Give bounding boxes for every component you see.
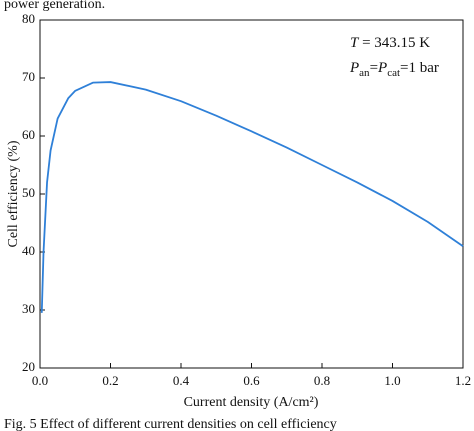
y-tick-label: 60 (22, 127, 35, 142)
x-tick-label: 1.0 (384, 373, 400, 388)
annotation-part: T (350, 35, 360, 51)
y-tick-label: 20 (22, 359, 35, 374)
x-tick-label: 0.2 (102, 373, 118, 388)
y-tick-label: 30 (22, 301, 35, 316)
annotation-part: = 343.15 K (358, 35, 430, 51)
annotation-part: = (370, 60, 378, 76)
y-tick-label: 70 (22, 69, 35, 84)
y-axis-title: Cell efficiency (%) (6, 140, 21, 247)
annotation-part: =1 bar (400, 60, 439, 76)
annotation: T = 343.15 K (350, 35, 430, 51)
x-tick-label: 1.2 (455, 373, 471, 388)
x-axis-title: Current density (A/cm²) (184, 395, 319, 410)
annotation-part: P (377, 60, 387, 76)
annotation-part: cat (387, 67, 400, 79)
annotation: Pan=Pcat=1 bar (349, 60, 439, 78)
x-tick-label: 0.4 (173, 373, 190, 388)
annotation-part: P (349, 60, 359, 76)
annotation-part: an (359, 67, 370, 79)
caption: Fig. 5 Effect of different current densi… (4, 417, 337, 431)
x-tick-label: 0.0 (32, 373, 48, 388)
text-above: power generation. (4, 0, 105, 12)
y-tick-label: 40 (22, 243, 35, 258)
y-tick-label: 80 (22, 11, 35, 26)
x-tick-label: 0.6 (243, 373, 260, 388)
x-tick-label: 0.8 (314, 373, 330, 388)
line-series (40, 81, 464, 313)
y-tick-label: 50 (22, 185, 35, 200)
